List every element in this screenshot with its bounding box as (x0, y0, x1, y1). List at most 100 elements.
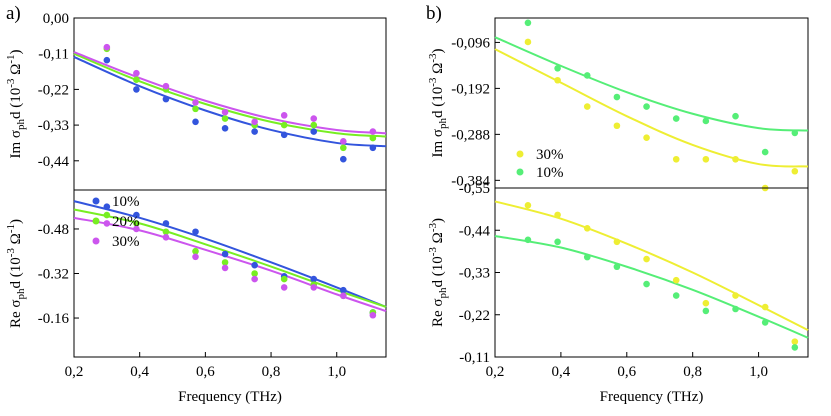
data-point-10pct (162, 220, 170, 227)
data-point-30pct (221, 108, 229, 116)
data-point-20pct (133, 76, 140, 83)
y-axis-title-part: ph (15, 119, 27, 131)
x-axis-title: Frequency (THz) (178, 389, 282, 405)
legend-marker (92, 217, 100, 225)
fit-curve-30pct (494, 48, 809, 168)
data-point-10pct (583, 253, 591, 261)
data-point-10pct (672, 115, 680, 122)
y-axis-title: Im σphd (10-3 Ω-3) (427, 49, 449, 158)
data-point-10pct (702, 117, 710, 125)
fit-curve-10pct (494, 235, 809, 339)
y-axis-title-part: ph (437, 118, 449, 130)
fit-curve-30pct (494, 200, 809, 332)
panel-label: a) (6, 3, 21, 24)
y-tick-label: -0,44 (38, 154, 70, 170)
x-tick-label: 0,2 (486, 364, 505, 380)
data-point-30pct (310, 284, 318, 291)
data-point-20pct (280, 275, 288, 283)
data-point-10pct (192, 118, 199, 126)
data-point-10pct (583, 72, 591, 79)
data-point-20pct (221, 259, 229, 266)
y-tick-label: 0,00 (43, 11, 69, 27)
data-point-30pct (791, 167, 799, 175)
x-tick-label: 0,4 (552, 364, 571, 380)
data-point-30pct (162, 234, 170, 241)
data-point-30pct (369, 128, 377, 135)
y-axis-title-part: ) (430, 218, 446, 223)
data-point-20pct (192, 105, 199, 113)
data-point-10pct (310, 128, 318, 135)
data-point-30pct (702, 155, 710, 163)
data-point-20pct (162, 228, 170, 236)
y-tick-label: -0,22 (459, 308, 490, 324)
data-point-30pct (554, 76, 561, 84)
y-axis-title-part: ph (15, 288, 27, 300)
data-point-30pct (340, 138, 347, 145)
data-point-10pct (340, 286, 347, 294)
data-point-10pct (310, 275, 318, 283)
y-tick-label: -0.48 (38, 222, 69, 238)
plot-frame (73, 17, 387, 191)
data-point-30pct (340, 292, 347, 300)
data-point-30pct (583, 103, 591, 110)
y-axis-title-part: ) (430, 49, 446, 54)
data-point-30pct (732, 292, 739, 299)
y-axis-title-part: -1 (5, 224, 17, 233)
y-tick-label: -0,192 (451, 81, 490, 97)
y-tick-label: -0,288 (451, 127, 490, 143)
data-point-30pct (221, 264, 229, 272)
legend-marker (516, 168, 524, 176)
legend-label: 20% (112, 214, 140, 230)
data-point-30pct (103, 220, 111, 227)
fit-curve-30pct (73, 216, 387, 313)
data-point-10pct (251, 128, 258, 135)
fit-curve-10pct (73, 200, 387, 308)
data-point-30pct (133, 225, 140, 233)
legend-label: 10% (112, 194, 140, 210)
y-axis-title-part: -3 (5, 78, 17, 88)
y-tick-label: -0,33 (38, 118, 69, 134)
y-axis-title-part: d (10 (430, 256, 446, 287)
y-axis-title-part: Im σ (8, 130, 24, 159)
data-point-30pct (251, 275, 258, 283)
legend-marker (516, 150, 524, 158)
data-point-30pct (369, 311, 377, 319)
panel-1: -0,11 -0,22 -0,33 -0,44 0,00 Im σphd (10-3 Ω-… (5, 3, 387, 191)
y-axis-title-part: ph (437, 287, 449, 299)
data-point-10pct (643, 280, 650, 288)
y-axis-title: Re σphd (10-3 Ω-3) (427, 218, 449, 327)
data-point-10pct (103, 203, 111, 210)
data-point-10pct (192, 228, 199, 236)
y-axis-title-part: d (10 (8, 88, 24, 119)
data-point-30pct (280, 112, 288, 119)
fit-curve-10pct (73, 56, 387, 148)
data-point-30pct (280, 284, 288, 291)
y-axis-title-part: Ω (430, 63, 446, 78)
y-tick-label: -0,096 (451, 35, 490, 51)
x-tick-label: 0,8 (683, 364, 702, 380)
data-point-10pct (672, 292, 680, 299)
panel-label: b) (426, 3, 442, 24)
data-point-10pct (613, 263, 621, 271)
x-tick-label: 0,6 (617, 364, 636, 380)
fit-curve-20pct (73, 52, 387, 138)
data-point-10pct (221, 250, 229, 258)
y-tick-label: -0,384 (451, 173, 490, 189)
x-tick-label: 1,0 (327, 364, 346, 380)
y-axis-title-part: Ω (8, 233, 24, 248)
y-axis-title-part: d (10 (430, 87, 446, 118)
data-point-10pct (133, 86, 140, 93)
panel-2: -0.16 -0.32 -0.48 0,2 0,4 0,6 0,8 1,0 Frequency … (5, 189, 387, 405)
y-axis-title-part: Im σ (430, 129, 446, 158)
data-point-30pct (702, 299, 710, 307)
fit-curve-10pct (494, 36, 809, 132)
data-point-30pct (672, 276, 680, 284)
data-point-10pct (732, 112, 739, 120)
data-point-30pct (162, 82, 170, 90)
data-point-10pct (369, 144, 377, 152)
y-axis-title: Re σphd (10-3 Ω-1) (5, 219, 27, 328)
legend-label: 30% (112, 234, 140, 250)
data-point-30pct (732, 155, 739, 163)
data-point-30pct (251, 118, 258, 126)
